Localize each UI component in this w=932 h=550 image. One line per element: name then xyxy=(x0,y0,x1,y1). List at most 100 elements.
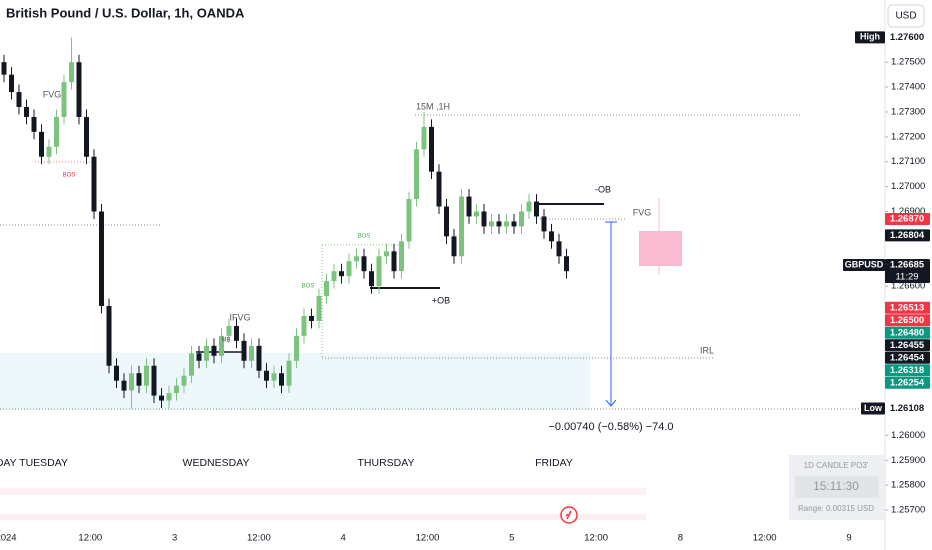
candle-body xyxy=(16,92,22,107)
candle-body xyxy=(391,251,397,272)
candle-body xyxy=(369,271,374,287)
candle-body xyxy=(174,385,179,394)
candle-body xyxy=(9,74,14,93)
candle-body xyxy=(294,335,299,361)
candle-body xyxy=(436,171,442,207)
candle-body xyxy=(256,345,262,371)
candle-body xyxy=(421,126,427,150)
candle-body xyxy=(496,221,502,227)
candle-body xyxy=(451,236,457,257)
annotation: FVG xyxy=(43,89,62,99)
candle-body xyxy=(384,251,389,257)
candle-body xyxy=(549,231,554,242)
band xyxy=(0,514,646,520)
candle-body xyxy=(489,221,494,227)
candle-body xyxy=(474,211,479,217)
candle-body xyxy=(331,271,337,282)
x-tick-label: 5 xyxy=(509,533,514,544)
candles xyxy=(1,37,569,409)
candle-body xyxy=(54,116,59,147)
candle-body xyxy=(166,393,172,401)
candle-body xyxy=(361,256,367,272)
candle-body xyxy=(534,201,539,217)
candle-body xyxy=(204,345,209,361)
price-badge-label: 1.26870 xyxy=(890,213,924,224)
annotation: BOS xyxy=(358,234,371,240)
candle-body xyxy=(264,370,269,381)
price-badge xyxy=(885,364,930,377)
price-tag-label: Low xyxy=(864,403,883,413)
candle-body xyxy=(151,365,157,396)
price-badge-label: 1.26500 xyxy=(890,315,924,326)
annotation: FVG xyxy=(633,207,652,217)
candle-body xyxy=(399,241,404,272)
y-tick-label: 1.27300 xyxy=(891,106,925,117)
candle-body xyxy=(286,360,292,386)
candle-body xyxy=(316,296,322,321)
candle-body xyxy=(481,211,487,227)
candle-body xyxy=(406,199,412,242)
candle-body xyxy=(31,116,37,132)
price-badge xyxy=(885,376,930,389)
measure-arrow xyxy=(605,399,617,407)
candle-body xyxy=(444,206,449,237)
candle-body xyxy=(241,340,247,361)
candle-body xyxy=(121,380,127,391)
candle-body xyxy=(99,211,104,307)
price-badge-label: 1.26685 xyxy=(890,259,925,270)
x-tick-label: 3 xyxy=(172,533,177,544)
price-badge xyxy=(885,229,930,242)
x-tick-label: 12:00 xyxy=(78,533,102,544)
candle-body xyxy=(414,149,419,200)
currency[interactable]: USD xyxy=(895,11,916,22)
band xyxy=(0,488,646,495)
y-tick-label: 1.26000 xyxy=(891,430,925,441)
day-label: MONDAY TUESDAY xyxy=(0,457,68,469)
currency-button[interactable] xyxy=(887,4,925,28)
measure-label: −0.00740 (−0.58%) −74.0 xyxy=(548,421,673,433)
price-badge xyxy=(885,301,930,314)
x-tick-label: 12:00 xyxy=(584,533,608,544)
candle-body xyxy=(249,345,254,361)
y-tick-label: 1.27400 xyxy=(891,82,925,93)
x-tick-label: 8 xyxy=(678,533,683,544)
widget-clock-box xyxy=(795,476,879,498)
price-tag xyxy=(843,258,885,271)
candle-body xyxy=(556,241,562,257)
price-badge xyxy=(885,339,930,352)
price-badge xyxy=(885,402,930,415)
x-tick-label: 4 xyxy=(341,533,346,544)
candle-body xyxy=(466,196,472,217)
candle-body xyxy=(459,196,464,257)
candle-body xyxy=(61,82,67,117)
annotation: +OB xyxy=(432,295,450,305)
candle-body xyxy=(429,126,434,172)
day-label: FRIDAY xyxy=(535,457,573,469)
price-badge xyxy=(885,351,930,364)
candle-body xyxy=(519,211,524,227)
x-tick-label: 12:00 xyxy=(416,533,440,544)
candle-body xyxy=(24,106,29,117)
price-badge xyxy=(885,326,930,339)
price-badge-label: 1.26108 xyxy=(890,403,924,414)
candle-body xyxy=(564,256,569,272)
annotation: IFVG xyxy=(229,312,250,322)
candle-body xyxy=(301,315,307,336)
candle-body xyxy=(309,315,314,321)
candle-body xyxy=(279,373,284,386)
widget-title: 1D CANDLE PO3' xyxy=(804,461,869,470)
x-tick-label: 9 xyxy=(846,533,851,544)
annotation: BOS xyxy=(63,173,76,179)
fvg-box xyxy=(639,231,682,266)
candle-body xyxy=(324,281,329,297)
annotation: 15M ,1H xyxy=(416,101,450,111)
price-badge xyxy=(885,258,930,283)
y-tick-label: 1.27000 xyxy=(891,181,925,192)
candle-body xyxy=(211,345,217,356)
y-tick-label: 1.27100 xyxy=(891,156,925,167)
price-tag xyxy=(855,31,885,44)
y-tick-label: 1.27200 xyxy=(891,131,925,142)
candle-body xyxy=(196,353,202,361)
